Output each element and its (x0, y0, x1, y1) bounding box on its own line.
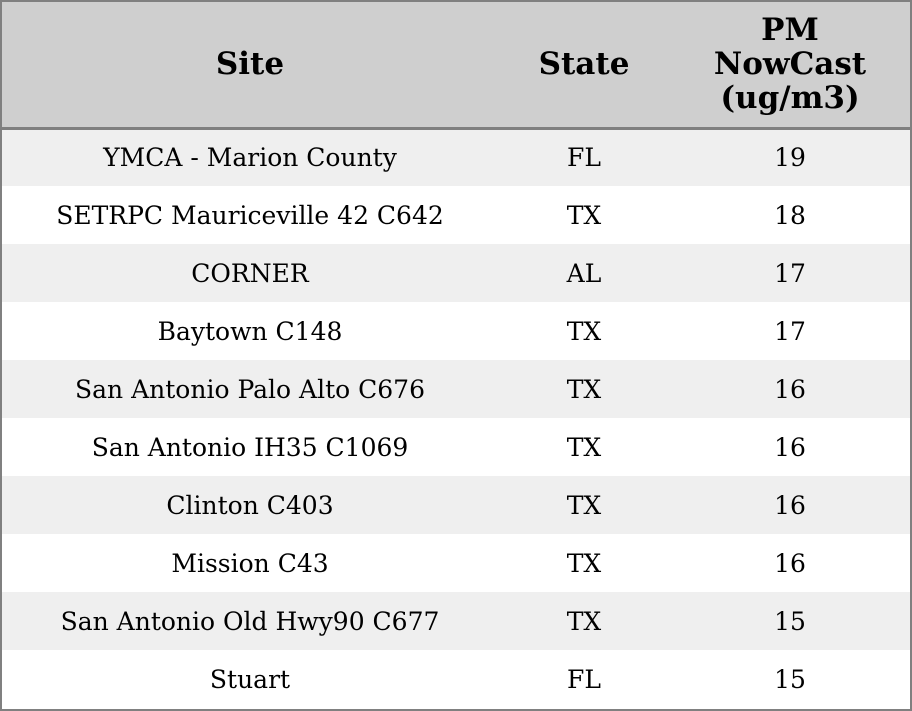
cell-site: SETRPC Mauriceville 42 C642 (56, 200, 444, 230)
header-pm-line-3: (ug/m3) (720, 80, 860, 117)
table-row: Baytown C148 TX 17 (2, 302, 910, 360)
cell-state: FL (567, 143, 601, 173)
table-row: Stuart FL 15 (2, 650, 910, 708)
cell-site: CORNER (191, 258, 309, 288)
cell-pm-nowcast: 17 (774, 316, 806, 346)
cell-state: FL (567, 664, 601, 694)
cell-state: TX (566, 200, 602, 230)
table-row: SETRPC Mauriceville 42 C642 TX 18 (2, 186, 910, 244)
cell-state: TX (566, 316, 602, 346)
cell-state: TX (566, 432, 602, 462)
cell-site: Stuart (209, 664, 291, 694)
table-body: YMCA - Marion County FL 19 SETRPC Mauricevi… (2, 128, 910, 708)
table-row: CORNER AL 17 (2, 244, 910, 302)
table-row: Mission C43 TX 16 (2, 534, 910, 592)
cell-state: TX (566, 490, 602, 520)
cell-site: San Antonio IH35 C1069 (91, 432, 409, 462)
cell-pm-nowcast: 17 (774, 258, 806, 288)
table-row: Clinton C403 TX 16 (2, 476, 910, 534)
table-row: San Antonio Palo Alto C676 TX 16 (2, 360, 910, 418)
cell-site: Baytown C148 (157, 316, 343, 346)
cell-pm-nowcast: 16 (774, 432, 806, 462)
cell-pm-nowcast: 15 (774, 664, 806, 694)
cell-site: Mission C43 (171, 548, 329, 578)
header-site: Site (2, 2, 498, 130)
cell-pm-nowcast: 19 (774, 143, 806, 173)
cell-site: Clinton C403 (166, 490, 334, 520)
cell-state: TX (566, 548, 602, 578)
cell-pm-nowcast: 16 (774, 490, 806, 520)
cell-pm-nowcast: 15 (774, 606, 806, 636)
cell-site: San Antonio Palo Alto C676 (75, 374, 425, 404)
table-row: YMCA - Marion County FL 19 (2, 128, 910, 186)
header-pm-nowcast: PM NowCast (ug/m3) (670, 2, 910, 130)
table-row: San Antonio Old Hwy90 C677 TX 15 (2, 592, 910, 650)
cell-pm-nowcast: 16 (774, 374, 806, 404)
cell-pm-nowcast: 18 (774, 200, 806, 230)
header-pm-line-1: PM (761, 12, 819, 49)
table-row: San Antonio IH35 C1069 TX 16 (2, 418, 910, 476)
cell-state: AL (566, 258, 602, 288)
header-state: State (498, 2, 670, 130)
cell-state: TX (566, 374, 602, 404)
cell-state: TX (566, 606, 602, 636)
header-pm-line-2: NowCast (713, 46, 867, 83)
cell-site: San Antonio Old Hwy90 C677 (60, 606, 440, 636)
table-header-row: Site State PM NowCast (ug/m3) (2, 2, 910, 130)
cell-pm-nowcast: 16 (774, 548, 806, 578)
cell-site: YMCA - Marion County (103, 143, 397, 173)
